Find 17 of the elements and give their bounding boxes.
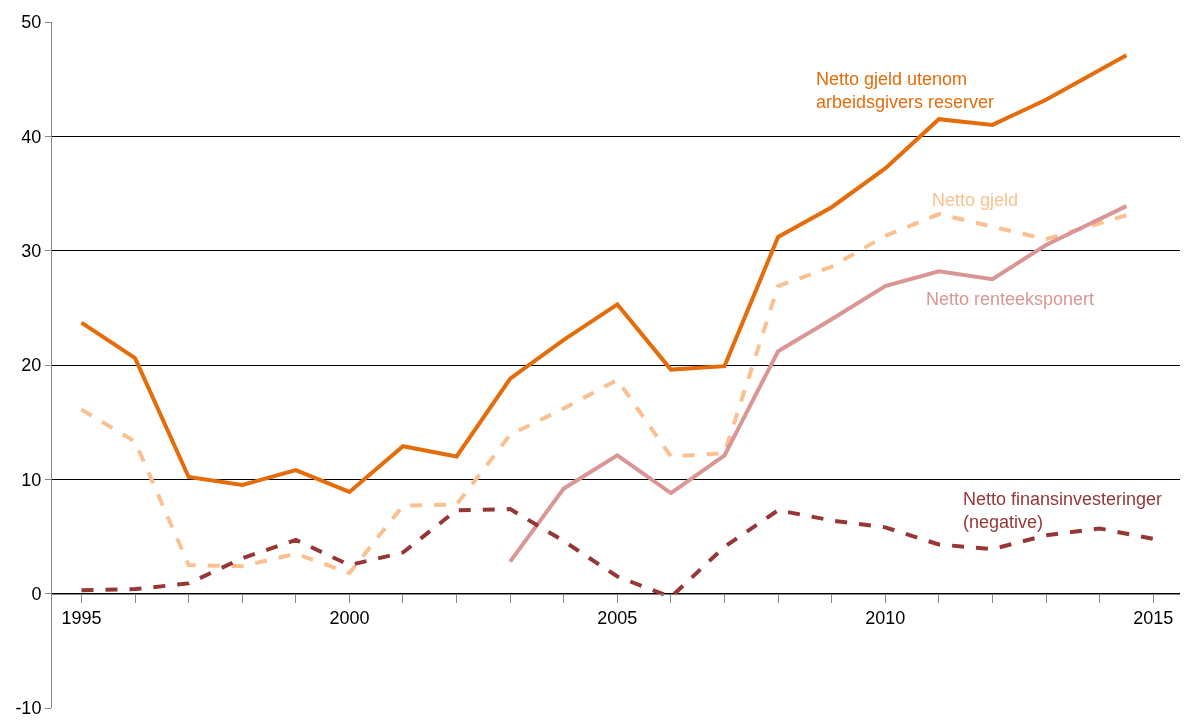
x-tick-label: 2005 [597, 608, 638, 629]
series-label: Netto gjeld utenom arbeidsgivers reserver [816, 69, 995, 113]
series-label: Netto gjeld [932, 190, 1019, 210]
y-tick-label: 40 [21, 126, 42, 147]
y-tick-label: 50 [21, 12, 42, 33]
series-label: Netto finansinvesteringer (negative) [963, 489, 1168, 533]
y-tick-label: 20 [21, 355, 42, 376]
x-tick-label: 2015 [1133, 608, 1174, 629]
y-tick-label: 10 [21, 469, 42, 490]
line-series [79, 53, 1129, 494]
series-label: Netto renteeksponert [926, 289, 1095, 309]
x-tick-label: 2000 [329, 608, 370, 629]
y-tick-label: -10 [15, 698, 42, 719]
y-tick-label: 30 [21, 240, 42, 261]
x-tick-label: 2010 [865, 608, 906, 629]
x-tick-label: 1995 [61, 608, 102, 629]
y-tick-label: 0 [31, 583, 42, 604]
